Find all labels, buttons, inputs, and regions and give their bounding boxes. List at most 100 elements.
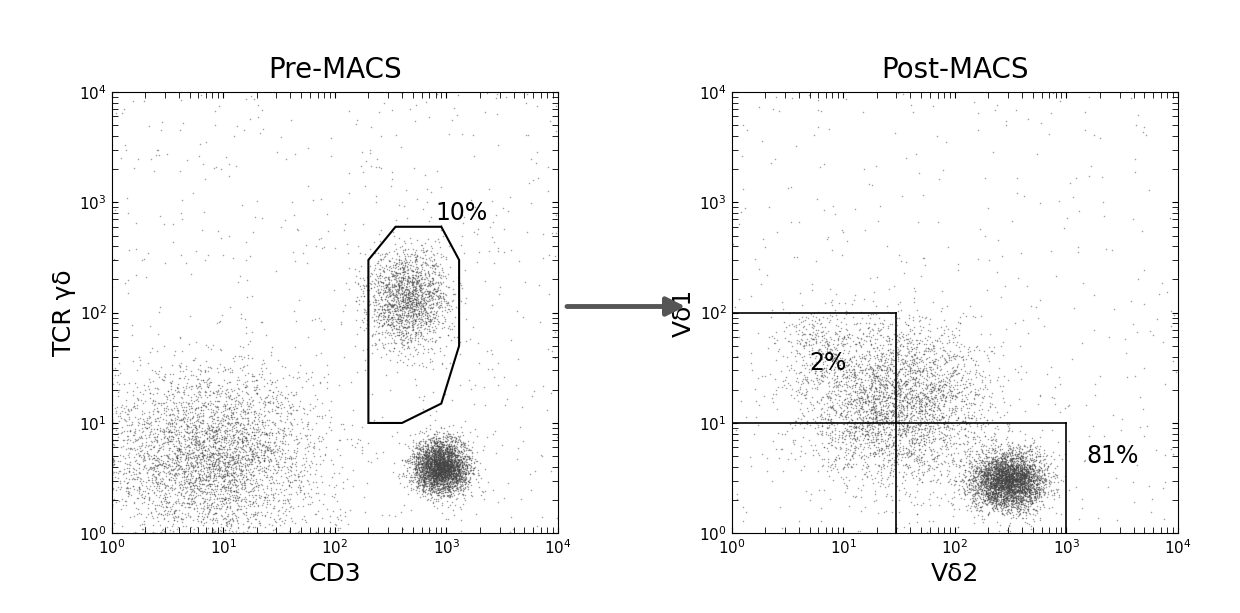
- Point: [176, 453, 196, 463]
- Point: [180, 476, 200, 485]
- Point: [154, 425, 174, 435]
- Point: [252, 463, 272, 473]
- Point: [428, 484, 448, 494]
- Point: [868, 360, 888, 370]
- Point: [434, 468, 454, 478]
- Point: [413, 463, 433, 473]
- Point: [888, 378, 908, 387]
- Point: [836, 386, 856, 396]
- Point: [432, 475, 451, 485]
- Point: [820, 402, 839, 412]
- Point: [371, 311, 391, 321]
- Point: [124, 498, 144, 508]
- Point: [911, 387, 931, 397]
- Point: [899, 462, 919, 472]
- Point: [1080, 431, 1100, 441]
- Point: [236, 497, 255, 506]
- Point: [1008, 492, 1028, 502]
- Point: [852, 395, 872, 405]
- Point: [1021, 485, 1040, 495]
- Point: [839, 346, 859, 356]
- Point: [449, 295, 469, 305]
- Point: [379, 256, 399, 266]
- Point: [1163, 449, 1183, 459]
- Point: [389, 311, 409, 321]
- Point: [1003, 481, 1023, 490]
- Point: [145, 460, 165, 470]
- Point: [956, 457, 976, 466]
- Point: [1002, 460, 1022, 470]
- Point: [929, 384, 949, 394]
- Point: [977, 488, 997, 498]
- Point: [967, 464, 987, 474]
- Point: [1004, 479, 1024, 489]
- Point: [1075, 456, 1095, 466]
- Point: [226, 430, 246, 440]
- Point: [981, 468, 1001, 478]
- Point: [166, 426, 186, 436]
- Point: [920, 344, 940, 354]
- Point: [450, 458, 470, 468]
- Point: [224, 492, 244, 501]
- Point: [410, 274, 430, 284]
- Point: [227, 413, 247, 423]
- Point: [900, 366, 920, 376]
- Point: [999, 463, 1019, 473]
- Point: [449, 447, 469, 457]
- Point: [208, 421, 228, 430]
- Point: [992, 387, 1012, 397]
- Point: [415, 438, 435, 448]
- Point: [1002, 469, 1022, 479]
- Point: [1003, 476, 1023, 485]
- Point: [429, 465, 449, 474]
- Point: [993, 498, 1013, 508]
- Point: [415, 461, 435, 471]
- Point: [1014, 481, 1034, 490]
- Point: [839, 364, 859, 374]
- Point: [335, 424, 355, 434]
- Point: [436, 296, 456, 306]
- Point: [201, 377, 221, 387]
- Point: [367, 269, 387, 279]
- Point: [439, 304, 459, 314]
- Point: [998, 460, 1018, 470]
- Point: [882, 413, 901, 423]
- Point: [436, 451, 456, 461]
- Point: [1002, 471, 1022, 481]
- Point: [417, 441, 436, 451]
- Point: [420, 460, 440, 470]
- Point: [403, 283, 423, 292]
- Point: [806, 418, 826, 428]
- Point: [1008, 476, 1028, 485]
- Point: [956, 416, 976, 425]
- Point: [419, 316, 439, 326]
- Point: [983, 480, 1003, 490]
- Point: [401, 302, 420, 312]
- Point: [1003, 485, 1023, 495]
- Point: [826, 289, 846, 299]
- Point: [1125, 497, 1145, 506]
- Point: [996, 481, 1016, 491]
- Point: [384, 292, 404, 302]
- Point: [888, 88, 908, 97]
- Point: [384, 331, 404, 341]
- Point: [440, 490, 460, 500]
- Point: [422, 291, 441, 300]
- Point: [227, 436, 247, 446]
- Point: [165, 483, 185, 493]
- Point: [423, 466, 443, 476]
- Point: [971, 464, 991, 474]
- Point: [417, 466, 436, 476]
- Point: [981, 481, 1001, 490]
- Point: [991, 503, 1011, 512]
- Point: [837, 481, 857, 491]
- Point: [1003, 496, 1023, 506]
- Point: [949, 330, 968, 340]
- Point: [420, 461, 440, 471]
- Point: [428, 460, 448, 470]
- Point: [867, 272, 887, 282]
- Point: [968, 470, 988, 479]
- Point: [999, 473, 1019, 483]
- Point: [965, 498, 985, 508]
- Point: [441, 461, 461, 471]
